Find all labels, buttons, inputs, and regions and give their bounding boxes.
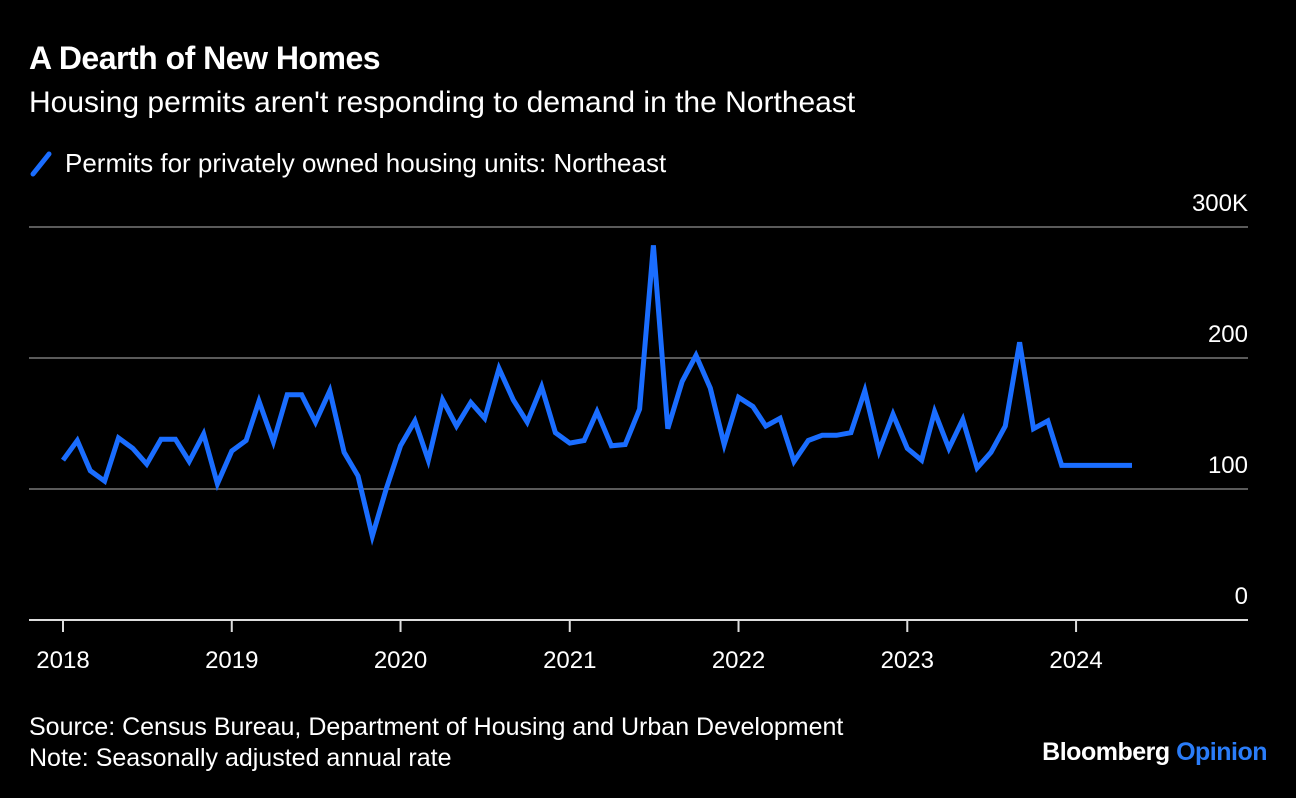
source-text: Source: Census Bureau, Department of Hou…: [29, 713, 844, 741]
x-tick-label: 2018: [36, 647, 89, 674]
y-tick-label: 300K: [1192, 190, 1248, 217]
x-tick-label: 2021: [543, 647, 596, 674]
chart-subtitle: Housing permits aren't responding to dem…: [29, 86, 856, 119]
brand-accent: Opinion: [1176, 738, 1267, 766]
x-tick-label: 2020: [374, 647, 427, 674]
note-text: Note: Seasonally adjusted annual rate: [29, 744, 452, 772]
y-tick-label: 100: [1208, 452, 1248, 479]
brand-main: Bloomberg: [1042, 738, 1170, 766]
x-tick-label: 2023: [881, 647, 934, 674]
x-tick-label: 2022: [712, 647, 765, 674]
y-tick-label: 0: [1235, 583, 1248, 610]
legend: Permits for privately owned housing unit…: [29, 148, 666, 179]
source-note: Source: Census Bureau, Department of Hou…: [29, 712, 843, 774]
chart-title: A Dearth of New Homes: [29, 40, 381, 76]
legend-label: Permits for privately owned housing unit…: [65, 148, 667, 178]
brand-logo: Bloomberg Opinion: [1042, 738, 1267, 767]
x-tick-label: 2019: [205, 647, 258, 674]
line-swatch-icon: [30, 151, 52, 176]
y-tick-label: 200: [1208, 321, 1248, 348]
series-line: [60, 245, 1132, 546]
x-tick-label: 2024: [1049, 647, 1102, 674]
